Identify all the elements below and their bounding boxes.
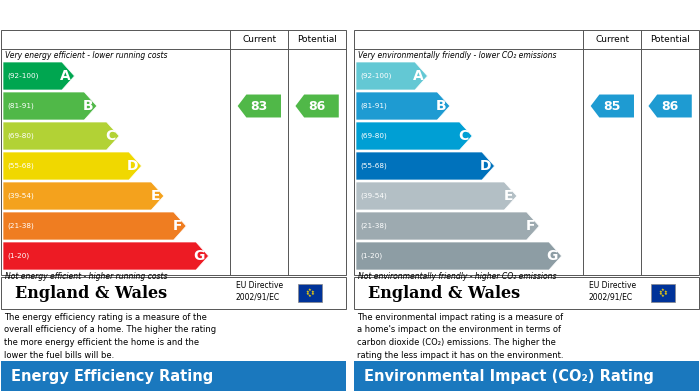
Text: Very energy efficient - lower running costs: Very energy efficient - lower running co… — [5, 51, 167, 60]
Text: ★: ★ — [308, 288, 312, 292]
Text: 86: 86 — [662, 99, 679, 113]
Text: (81-91): (81-91) — [360, 103, 386, 109]
Text: E: E — [150, 189, 160, 203]
Text: (55-68): (55-68) — [7, 163, 34, 169]
Bar — [651, 284, 675, 302]
Text: G: G — [547, 249, 558, 263]
Text: (1-20): (1-20) — [7, 253, 29, 259]
Polygon shape — [3, 62, 74, 90]
Text: (92-100): (92-100) — [7, 73, 38, 79]
Text: E: E — [504, 189, 513, 203]
Bar — [1, 361, 346, 391]
Text: ★: ★ — [661, 288, 665, 292]
Polygon shape — [591, 95, 634, 117]
Text: D: D — [127, 159, 138, 173]
Text: Environmental Impact (CO₂) Rating: Environmental Impact (CO₂) Rating — [365, 368, 654, 384]
Text: B: B — [435, 99, 447, 113]
Text: (55-68): (55-68) — [360, 163, 386, 169]
Text: ★: ★ — [310, 290, 314, 294]
Text: ★: ★ — [310, 292, 314, 296]
Text: EU Directive
2002/91/EC: EU Directive 2002/91/EC — [236, 281, 283, 301]
Text: G: G — [194, 249, 205, 263]
Polygon shape — [237, 95, 281, 117]
Text: Current: Current — [595, 35, 629, 44]
Text: The energy efficiency rating is a measure of the
overall efficiency of a home. T: The energy efficiency rating is a measur… — [4, 313, 216, 359]
Text: ★: ★ — [664, 292, 667, 296]
Text: The environmental impact rating is a measure of
a home's impact on the environme: The environmental impact rating is a mea… — [357, 313, 564, 359]
Text: (21-38): (21-38) — [360, 223, 386, 229]
Text: Energy Efficiency Rating: Energy Efficiency Rating — [11, 368, 213, 384]
Text: D: D — [480, 159, 491, 173]
Text: England & Wales: England & Wales — [15, 285, 167, 301]
Polygon shape — [356, 152, 494, 180]
Text: Potential: Potential — [298, 35, 337, 44]
Text: ★: ★ — [659, 292, 662, 296]
Bar — [298, 284, 322, 302]
Text: (21-38): (21-38) — [7, 223, 34, 229]
Text: (92-100): (92-100) — [360, 73, 391, 79]
Polygon shape — [3, 212, 186, 240]
Bar — [1, 30, 346, 275]
Text: ★: ★ — [305, 290, 309, 294]
Text: 83: 83 — [251, 99, 268, 113]
Text: ★: ★ — [305, 292, 309, 296]
Text: ★: ★ — [659, 290, 662, 294]
Text: (39-54): (39-54) — [7, 193, 34, 199]
Text: (69-80): (69-80) — [360, 133, 386, 139]
Text: ★: ★ — [308, 294, 312, 298]
Bar — [1, 277, 346, 309]
Text: F: F — [173, 219, 183, 233]
Text: F: F — [526, 219, 536, 233]
Text: Very environmentally friendly - lower CO₂ emissions: Very environmentally friendly - lower CO… — [358, 51, 556, 60]
Text: 85: 85 — [603, 99, 621, 113]
Polygon shape — [356, 242, 561, 270]
Text: England & Wales: England & Wales — [368, 285, 520, 301]
Bar — [354, 361, 699, 391]
Text: A: A — [413, 69, 424, 83]
Polygon shape — [295, 95, 339, 117]
Polygon shape — [3, 152, 141, 180]
Polygon shape — [356, 122, 473, 150]
Text: Not environmentally friendly - higher CO₂ emissions: Not environmentally friendly - higher CO… — [358, 272, 556, 281]
Polygon shape — [356, 62, 428, 90]
Text: EU Directive
2002/91/EC: EU Directive 2002/91/EC — [589, 281, 636, 301]
Polygon shape — [648, 95, 692, 117]
Polygon shape — [3, 182, 164, 210]
Bar — [354, 30, 699, 275]
Text: (81-91): (81-91) — [7, 103, 34, 109]
Text: C: C — [458, 129, 469, 143]
Text: Potential: Potential — [650, 35, 690, 44]
Text: (1-20): (1-20) — [360, 253, 382, 259]
Text: ★: ★ — [661, 294, 665, 298]
Polygon shape — [356, 182, 517, 210]
Text: A: A — [60, 69, 71, 83]
Text: 86: 86 — [309, 99, 326, 113]
Text: (69-80): (69-80) — [7, 133, 34, 139]
Text: ★: ★ — [664, 290, 667, 294]
Text: (39-54): (39-54) — [360, 193, 386, 199]
Bar — [354, 277, 699, 309]
Text: B: B — [83, 99, 93, 113]
Polygon shape — [3, 92, 97, 120]
Text: Current: Current — [242, 35, 276, 44]
Text: Not energy efficient - higher running costs: Not energy efficient - higher running co… — [5, 272, 167, 281]
Polygon shape — [3, 242, 209, 270]
Polygon shape — [356, 212, 539, 240]
Polygon shape — [3, 122, 119, 150]
Polygon shape — [356, 92, 450, 120]
Text: C: C — [106, 129, 116, 143]
